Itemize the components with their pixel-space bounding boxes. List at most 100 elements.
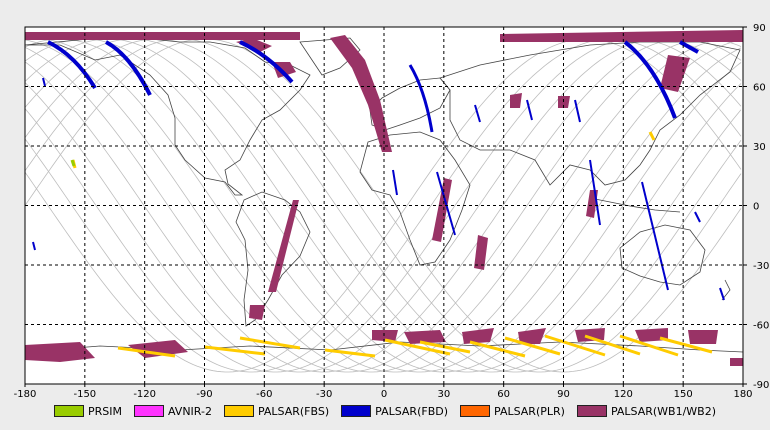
fbs-swath (544, 334, 606, 357)
fbd-swath (641, 181, 669, 291)
fbd-swath (694, 211, 701, 223)
longitude-tick-label: 90 (557, 389, 570, 400)
orbit-track (24, 38, 742, 373)
fbd-swath (47, 40, 97, 90)
legend-swatch (133, 405, 164, 417)
latitude-tick-label: 90 (753, 23, 766, 34)
fbd-swath (526, 99, 533, 121)
fbd-swath (42, 77, 46, 87)
wb-swath (128, 340, 188, 358)
greenland-coast (299, 37, 361, 76)
palsar-wb-swaths (25, 30, 743, 366)
legend-swatch (53, 405, 84, 417)
prism-swaths (70, 159, 76, 167)
fbd-swath (32, 241, 36, 251)
fbs-swath (504, 336, 561, 356)
longitude-tick-label: 30 (437, 389, 450, 400)
palsar-fbd-swaths (32, 40, 725, 301)
fbs-swath (239, 336, 301, 350)
longitude-tick-label: -60 (256, 389, 272, 400)
fbd-swath (239, 40, 294, 84)
longitude-tick-label: 0 (381, 389, 387, 400)
wb-swath (575, 328, 605, 342)
latitude-tick-label: -30 (753, 261, 769, 272)
latitude-tick-label: -60 (753, 321, 769, 332)
latitude-tick-label: 30 (753, 142, 766, 153)
wb-swath (688, 330, 718, 344)
longitude-tick-label: 150 (674, 389, 693, 400)
fbs-swath (659, 336, 713, 354)
latitude-tick-label: 60 (753, 83, 766, 94)
fbs-swath (324, 348, 376, 358)
legend-item-avnir: AVNIR-2 (133, 404, 212, 418)
fbs-swath (204, 345, 266, 356)
legend-swatch (341, 405, 372, 417)
legend-swatch (223, 405, 254, 417)
wb-swath (249, 305, 265, 320)
legend-item-fbd: PALSAR(FBD) (341, 405, 448, 418)
new-zealand-coast (721, 279, 731, 301)
fbd-swath (589, 159, 601, 226)
fbd-swath (719, 287, 725, 301)
longitude-tick-label: 60 (497, 389, 510, 400)
wb-swath (660, 55, 690, 92)
fbd-swath (105, 40, 152, 96)
legend-swatch (460, 405, 491, 417)
legend-label: AVNIR-2 (167, 404, 212, 418)
legend-swatch (576, 405, 607, 417)
longitude-tick-label: -90 (196, 389, 212, 400)
fbd-swath (623, 40, 677, 119)
legend-label: PALSAR(FBD) (375, 404, 449, 418)
latitude-ticks: 90 60 30 0 -30 -60 -90 (743, 23, 769, 391)
wb-swath (25, 32, 300, 40)
latitude-tick-label: 0 (753, 202, 759, 213)
longitude-tick-label: -120 (133, 389, 156, 400)
indonesia-coast (589, 197, 681, 213)
wb-swath (432, 178, 452, 242)
wb-swath (25, 342, 95, 362)
fbd-swath (679, 40, 699, 54)
wb-swath (372, 330, 398, 342)
legend-label: PRSIM (87, 404, 122, 418)
palsar-fbs-swaths (71, 131, 713, 358)
wb-swath (518, 328, 546, 344)
wb-swath (462, 328, 494, 344)
longitude-ticks: -180 -150 -120 -90 -60 -30 0 30 60 90 120 150 180 (14, 384, 753, 400)
legend-label: PALSAR(WB1/WB2) (610, 404, 717, 418)
fbd-swath (436, 171, 456, 236)
wb-swath (635, 328, 668, 342)
australia-coast (619, 224, 706, 286)
prism-swath (70, 159, 76, 167)
fbs-swath (469, 340, 526, 358)
fbd-swath (574, 99, 581, 123)
fbs-swath (584, 334, 641, 356)
longitude-tick-label: -150 (73, 389, 96, 400)
fbd-swath (408, 64, 434, 133)
wb-swath (474, 235, 488, 270)
legend: PRSIM AVNIR-2 PALSAR(FBS) PALSAR(FBD) PA… (0, 398, 770, 424)
orbit-track (24, 38, 742, 373)
fbs-swath (648, 131, 656, 141)
fbs-swath (384, 338, 451, 356)
wb-swath (730, 358, 743, 366)
longitude-tick-label: 180 (733, 389, 752, 400)
legend-item-wb: PALSAR(WB1/WB2) (576, 404, 717, 418)
legend-item-prism: PRSIM (53, 404, 122, 418)
wb-swath (236, 38, 272, 52)
legend-item-plr: PALSAR(PLR) (460, 405, 565, 418)
wb-swath (510, 93, 522, 108)
wb-swath (500, 30, 743, 42)
fbs-swath (117, 346, 176, 358)
south-america-coast (235, 191, 311, 327)
wb-swath (330, 35, 392, 152)
latitude-tick-label: -90 (753, 380, 769, 391)
africa-coast (359, 131, 471, 266)
longitude-tick-label: -30 (316, 389, 332, 400)
fbs-swath (619, 334, 679, 357)
fbs-swath (419, 340, 471, 354)
wb-swath (404, 330, 446, 344)
legend-label: PALSAR(PLR) (494, 404, 565, 418)
fbd-swath (474, 104, 481, 123)
observation-swaths (25, 30, 743, 366)
